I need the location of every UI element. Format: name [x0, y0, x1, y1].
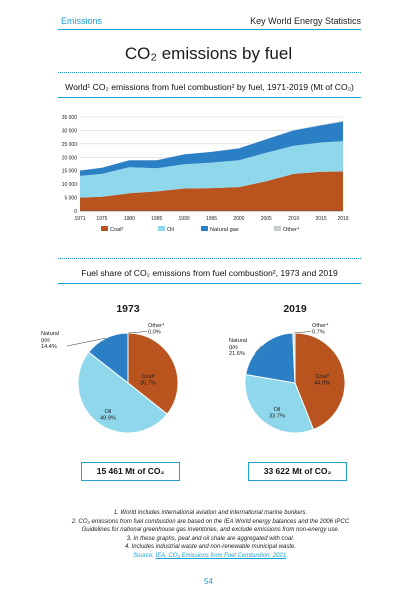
y-tick-label: 15 000 — [62, 169, 78, 175]
pie-label-line: Oil — [274, 407, 281, 413]
pie-slice-natural_gas — [87, 332, 129, 385]
area-series-natural_gas — [80, 121, 343, 176]
dotted-divider — [58, 72, 361, 73]
pie-label-line: Other⁴ — [148, 322, 165, 329]
pie-label-line: Oil — [105, 409, 112, 415]
total-2019-box: 33 622 Mt of CO₂ — [248, 462, 347, 481]
pie-slice-coal — [294, 332, 346, 431]
x-tick-label: 1971 — [74, 216, 85, 222]
pie-label-line: 35.7% — [140, 381, 156, 387]
source-suffix: . — [286, 552, 288, 559]
x-tick-label: 2010 — [288, 216, 299, 222]
pie-label-line: Coal³ — [315, 374, 329, 380]
x-tick-label: 1985 — [151, 216, 162, 222]
footnote-4: 4. Includes industrial waste and non-ren… — [124, 544, 297, 551]
dotted-divider — [58, 258, 361, 259]
pie-label-line: 0.0% — [148, 330, 161, 336]
pie-slice-coal — [127, 332, 179, 415]
x-tick-label: 1995 — [206, 216, 217, 222]
pie-label-line: Other⁴ — [312, 322, 329, 329]
total-1973-box: 15 461 Mt of CO₂ — [81, 462, 180, 481]
header-rule — [58, 29, 361, 30]
pie-label-line: 44.0% — [314, 381, 330, 387]
area-chart-title-rule — [58, 97, 361, 98]
footnote-3: 3. In these graphs, peat and oil shale a… — [126, 535, 295, 542]
y-tick-label: 35 000 — [62, 115, 78, 121]
x-tick-label: 2015 — [316, 216, 327, 222]
pie-slice-oil — [77, 351, 168, 434]
y-tick-label: 30 000 — [62, 128, 78, 134]
y-tick-label: 0 — [74, 209, 77, 215]
header-publication-label: Key World Energy Statistics — [250, 16, 361, 26]
pie-label-line: Coal³ — [141, 374, 155, 380]
pie-charts: 1973Coal³35.7%Oil49.9%Naturalgas14.4%Oth… — [41, 303, 346, 434]
pie-leader-line — [66, 337, 107, 347]
pie-label-line: 21.6% — [229, 351, 245, 357]
legend-swatch-coal — [101, 226, 108, 231]
pie-leader-line — [127, 331, 148, 334]
pie-slice-oil — [244, 373, 315, 434]
source-line: Source: IEA, CO₂ Emissions from Fuel Com… — [60, 552, 361, 561]
pie-title-1973: 1973 — [116, 303, 140, 315]
legend-swatch-other — [274, 226, 281, 231]
footnotes: 1. World includes international aviation… — [60, 509, 361, 561]
source-link[interactable]: IEA, CO₂ Emissions from Fuel Combustion,… — [155, 552, 287, 559]
x-tick-label: 2019 — [337, 216, 348, 222]
pie-label-line: gas — [41, 338, 50, 344]
pie-label-line: 49.9% — [100, 416, 116, 422]
source-prefix: Source: — [133, 552, 154, 559]
page-number: 54 — [204, 577, 213, 586]
area-series-other — [80, 120, 343, 171]
area-series-coal — [80, 171, 343, 211]
y-tick-label: 5 000 — [64, 196, 77, 202]
x-tick-label: 1990 — [179, 216, 190, 222]
pie-label-line: Natural — [229, 338, 247, 344]
x-tick-label: 2000 — [233, 216, 244, 222]
pie-leader-line — [293, 331, 312, 334]
pie-label-line: 33.7% — [269, 414, 285, 420]
pie-label-line: 14.4% — [41, 344, 57, 350]
area-chart: 0 5 000 10 000 15 000 20 000 25 000 30 000 35 0… — [62, 115, 349, 233]
x-tick-label: 1975 — [96, 216, 107, 222]
header-section-label: Emissions — [61, 16, 103, 26]
y-tick-label: 20 000 — [62, 155, 78, 161]
legend-label-other: Other⁴ — [283, 226, 300, 233]
pie-label-line: Natural — [41, 331, 59, 337]
area-series-oil — [80, 141, 343, 198]
legend-swatch-oil — [158, 226, 165, 231]
pie-title-2019: 2019 — [283, 303, 307, 315]
legend-label-natural_gas: Natural gas — [210, 227, 239, 233]
x-tick-label: 2005 — [261, 216, 272, 222]
pie-leader-line — [254, 345, 263, 354]
y-tick-label: 25 000 — [62, 142, 78, 148]
legend-label-coal: Coal³ — [110, 227, 124, 233]
legend-swatch-natural_gas — [201, 226, 208, 231]
footnote-1: 1. World includes international aviation… — [113, 510, 308, 516]
y-tick-label: 10 000 — [62, 182, 78, 188]
footnote-2: 2. CO₂ emissions from fuel combustion ar… — [71, 518, 350, 534]
pie-slice-natural_gas — [245, 332, 296, 384]
legend-label-oil: Oil — [167, 227, 174, 233]
pie-section-title-rule — [58, 283, 361, 284]
pie-label-line: 0.7% — [312, 330, 325, 336]
x-tick-label: 1980 — [124, 216, 135, 222]
page-title: CO₂ emissions by fuel — [124, 44, 293, 63]
pie-label-line: gas — [229, 345, 238, 351]
area-chart-title: World¹ CO₂ emissions from fuel combustio… — [65, 82, 354, 92]
pie-section-title: Fuel share of CO₂ emissions from fuel co… — [81, 268, 338, 278]
